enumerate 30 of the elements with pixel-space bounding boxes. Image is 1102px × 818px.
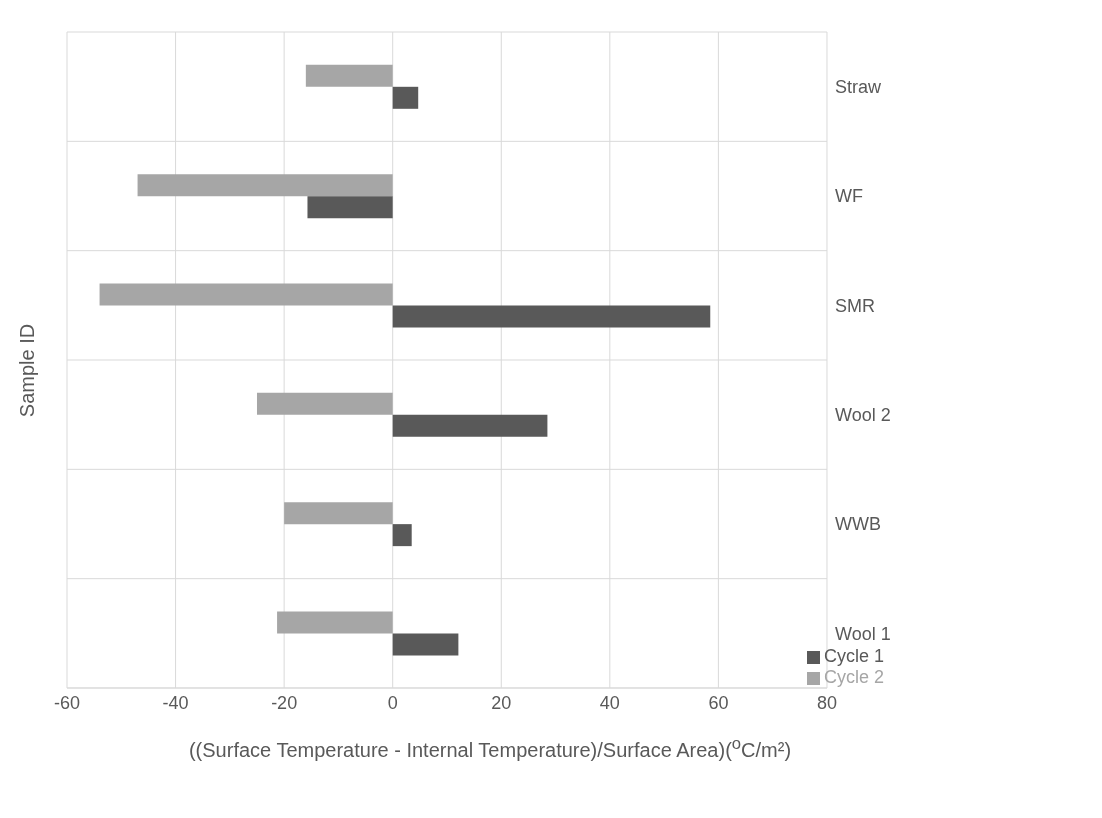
y-tick-label: WWB: [834, 514, 881, 535]
bar: [307, 196, 393, 219]
x-axis-title: ((Surface Temperature - Internal Temperature)/Surface Area)($^{o}$C/m²): [187, 734, 793, 762]
bar: [392, 524, 412, 547]
x-tick-label: 80: [816, 692, 837, 713]
y-tick-label: WF: [834, 186, 863, 207]
y-tick-label: SMR: [834, 295, 875, 316]
x-tick-label: 40: [599, 692, 620, 713]
x-tick-label: 60: [708, 692, 729, 713]
y-tick-label: Straw: [834, 77, 882, 98]
bar: [256, 392, 393, 415]
y-tick-label: Wool 1: [834, 623, 891, 644]
bar: [392, 86, 419, 109]
bar: [277, 611, 393, 634]
bar: [137, 174, 393, 197]
bar: [284, 502, 393, 525]
x-tick-label: -20: [271, 692, 298, 713]
bar: [392, 305, 711, 328]
y-tick-label: Wool 2: [834, 405, 891, 426]
bar: [392, 414, 548, 437]
legend-label: Cycle 1: [823, 646, 884, 666]
bar: [305, 64, 393, 87]
bar: [99, 283, 393, 306]
x-tick-label: 0: [387, 692, 398, 713]
x-tick-label: -60: [53, 692, 81, 713]
bar: [392, 633, 459, 656]
x-tick-label: -40: [162, 692, 189, 713]
x-tick-label: 20: [491, 692, 512, 713]
legend-label: Cycle 2: [823, 667, 884, 687]
y-axis-title: Sample ID: [16, 323, 40, 417]
